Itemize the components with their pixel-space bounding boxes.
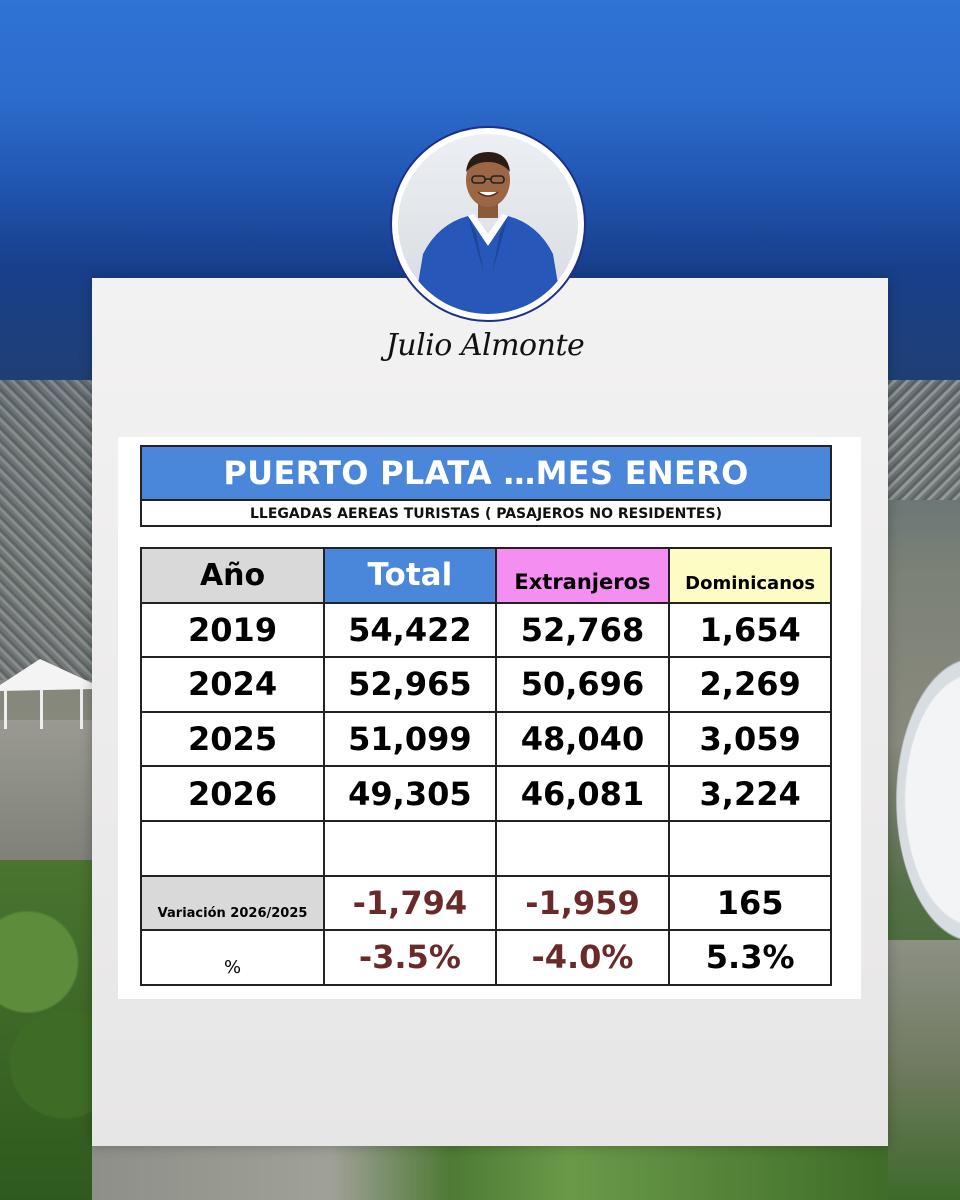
background-tent (0, 659, 92, 729)
arrivals-table: Año Total Extranjeros Dominicanos 2019 5… (139, 547, 832, 986)
header-ano: Año (139, 547, 326, 604)
empty-cell (494, 819, 671, 877)
cell-extranjeros: 50,696 (494, 656, 671, 713)
percent-dominicanos: 5.3% (668, 929, 832, 986)
background-bottom (92, 1145, 888, 1200)
cell-total: 52,965 (323, 656, 497, 713)
percent-extranjeros: -4.0% (494, 929, 671, 986)
table-empty-row (139, 819, 832, 877)
table-row: 2025 51,099 48,040 3,059 (139, 710, 832, 768)
background-greenery-left (0, 860, 92, 1200)
percent-label: % (139, 929, 326, 986)
cell-year: 2024 (139, 656, 326, 713)
stats-table-panel: PUERTO PLATA …MES ENERO LLEGADAS AEREAS … (118, 437, 861, 999)
variation-label: Variación 2026/2025 (139, 874, 326, 932)
cell-dominicanos: 3,059 (668, 710, 832, 768)
signature-name: Julio Almonte (385, 328, 585, 363)
table-row: 2019 54,422 52,768 1,654 (139, 601, 832, 659)
cell-dominicanos: 2,269 (668, 656, 832, 713)
table-title-box: PUERTO PLATA …MES ENERO LLEGADAS AEREAS … (140, 445, 832, 527)
empty-cell (668, 819, 832, 877)
cell-dominicanos: 3,224 (668, 765, 832, 822)
cell-extranjeros: 46,081 (494, 765, 671, 822)
header-total: Total (323, 547, 497, 604)
table-title: PUERTO PLATA …MES ENERO (142, 447, 830, 501)
variation-row: Variación 2026/2025 -1,794 -1,959 165 (139, 874, 832, 932)
profile-photo (390, 126, 586, 322)
background-right-lower (886, 940, 960, 1200)
cell-total: 51,099 (323, 710, 497, 768)
header-extranjeros: Extranjeros (494, 547, 671, 604)
table-header-row: Año Total Extranjeros Dominicanos (139, 547, 832, 604)
empty-cell (323, 819, 497, 877)
cell-year: 2019 (139, 601, 326, 659)
background-dome (886, 640, 960, 960)
cell-extranjeros: 52,768 (494, 601, 671, 659)
cell-year: 2025 (139, 710, 326, 768)
table-row: 2024 52,965 50,696 2,269 (139, 656, 832, 713)
table-subtitle: LLEGADAS AEREAS TURISTAS ( PASAJEROS NO … (250, 506, 722, 522)
table-row: 2026 49,305 46,081 3,224 (139, 765, 832, 822)
variation-total: -1,794 (323, 874, 497, 932)
person-illustration (413, 152, 563, 314)
background-city-left (0, 380, 92, 680)
header-dominicanos: Dominicanos (668, 547, 832, 604)
cell-year: 2026 (139, 765, 326, 822)
cell-dominicanos: 1,654 (668, 601, 832, 659)
empty-cell (139, 819, 326, 877)
cell-total: 49,305 (323, 765, 497, 822)
percent-row: % -3.5% -4.0% 5.3% (139, 929, 832, 986)
background-city-right (886, 380, 960, 500)
percent-total: -3.5% (323, 929, 497, 986)
cell-total: 54,422 (323, 601, 497, 659)
variation-dominicanos: 165 (668, 874, 832, 932)
variation-extranjeros: -1,959 (494, 874, 671, 932)
cell-extranjeros: 48,040 (494, 710, 671, 768)
